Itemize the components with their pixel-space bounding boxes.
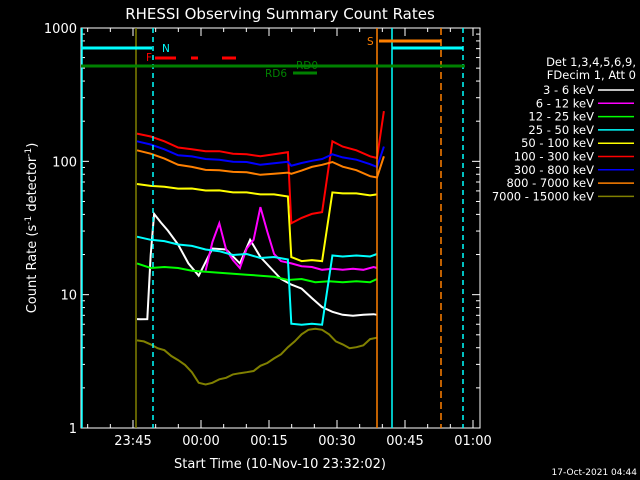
plot-layer: 1 10 100 1000 23:45 00:00 00:15 00:30 00:45 01:00…: [44, 22, 492, 449]
legend-header-line-2: FDecim 1, Att 0: [547, 68, 636, 82]
y-tick-label: 1: [69, 422, 77, 437]
y-tick-label: 100: [52, 155, 77, 170]
legend-label-4: 50 - 100 keV: [521, 136, 594, 150]
series-line-7: [136, 149, 385, 179]
series-line-6: [136, 140, 385, 169]
x-tick-label: 00:30: [318, 434, 355, 449]
series-line-2: [136, 262, 378, 284]
y-axis-label-text: Count Rate (s: [25, 225, 40, 314]
legend-label-6: 300 - 800 keV: [514, 163, 594, 177]
y-axis-label-mid: detector: [25, 156, 40, 216]
legend-label-5: 100 - 300 keV: [514, 150, 594, 164]
series-line-8: [136, 327, 378, 386]
flag-label-rd0: RD0: [296, 60, 318, 72]
legend-label-3: 25 - 50 keV: [528, 123, 594, 137]
legend-label-7: 800 - 7000 keV: [506, 176, 594, 190]
flag-label-rd6: RD6: [265, 68, 287, 80]
flag-label-n: N: [162, 43, 170, 55]
y-axis-label-sup2: -1: [24, 148, 34, 157]
x-tick-label: 01:00: [454, 434, 491, 449]
y-tick-label: 1000: [44, 22, 77, 37]
flag-label-s: S: [367, 36, 374, 48]
legend-label-2: 12 - 25 keV: [528, 110, 594, 124]
x-tick-label: 00:45: [386, 434, 423, 449]
series-line-5: [136, 110, 385, 225]
x-tick-label: 23:45: [114, 434, 151, 449]
legend-label-0: 3 - 6 keV: [543, 83, 594, 97]
plot-frame: [80, 27, 481, 429]
chart-title: RHESSI Observing Summary Count Rates: [125, 5, 435, 23]
y-axis-label-end: ): [25, 143, 40, 148]
footer-date: 17-Oct-2021 04:44: [552, 468, 638, 478]
series-line-3: [136, 235, 378, 326]
y-axis-label-sup1: -1: [24, 216, 34, 225]
y-axis-label: Count Rate (s-1 detector-1): [24, 143, 40, 314]
y-tick-label: 10: [60, 289, 77, 304]
series-line-4: [136, 183, 378, 263]
x-tick-label: 00:00: [182, 434, 219, 449]
legend-label-8: 7000 - 15000 keV: [492, 189, 594, 203]
x-axis-label: Start Time (10-Nov-10 23:32:02): [174, 457, 386, 472]
legend-label-1: 6 - 12 keV: [536, 96, 594, 110]
legend-header-line-1: Det 1,3,4,5,6,9,: [546, 55, 636, 69]
x-tick-label: 00:15: [250, 434, 287, 449]
flag-label-f: F: [146, 52, 152, 64]
series-line-0: [136, 211, 378, 321]
